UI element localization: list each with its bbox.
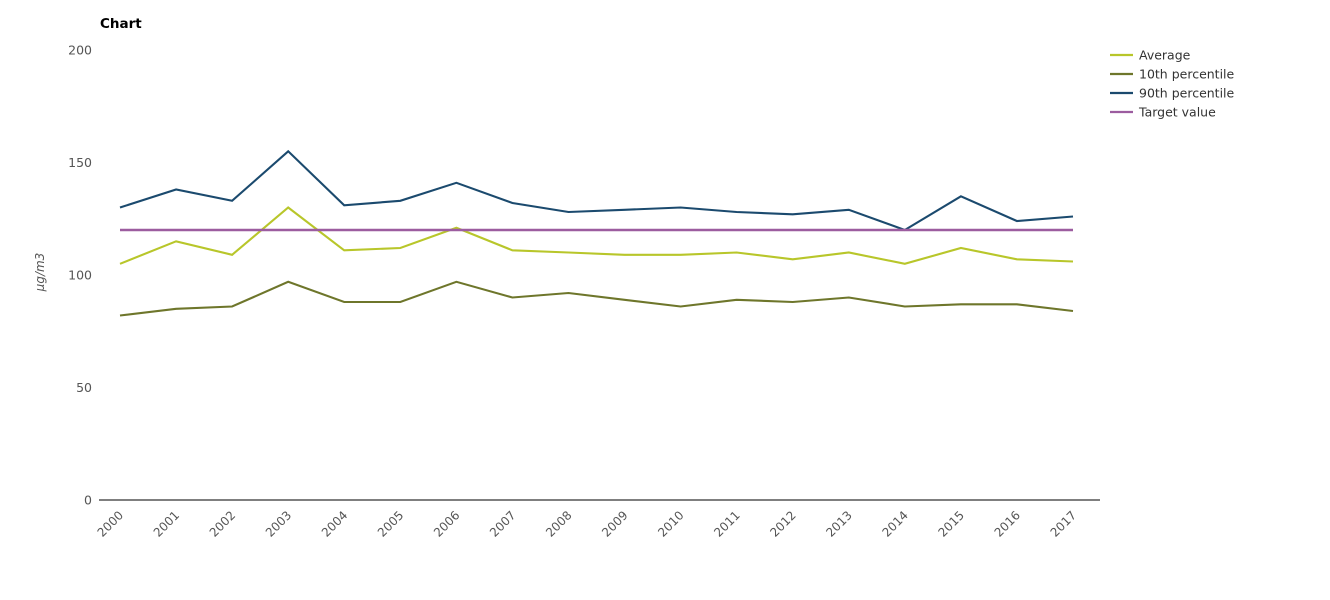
x-axis-tick-label: 2009	[599, 508, 630, 539]
y-axis-tick-label: 100	[68, 267, 92, 282]
x-axis-tick-label: 2013	[823, 508, 854, 539]
series-line-90th-percentile	[119, 149, 1074, 232]
y-axis-tick-label: 0	[84, 492, 92, 507]
x-axis-tick-label: 2008	[543, 508, 574, 539]
x-axis-tick-label: 2004	[319, 508, 350, 539]
series-line-average	[119, 206, 1074, 265]
x-axis-tick-label: 2010	[655, 508, 686, 539]
legend: Average 10th percentile 90th percentile Tar…	[1110, 47, 1235, 119]
y-axis-tick-label: 50	[76, 380, 92, 395]
x-axis-tick-label: 2003	[263, 508, 294, 539]
x-axis-tick-label: 2007	[487, 508, 518, 539]
x-axis-tick-label: 2015	[936, 508, 967, 539]
legend-item-10th-percentile[interactable]: 10th percentile	[1110, 66, 1235, 81]
legend-item-target-value[interactable]: Target value	[1110, 104, 1216, 119]
y-axis-tick-label: 150	[68, 155, 92, 170]
x-axis-tick-label: 2014	[879, 508, 910, 539]
y-axis-ticks: 0 50 100 150 200	[68, 42, 92, 507]
x-axis-labels: 2000 2001 2002 2003 2004 2005 2006 2007 2008 2009…	[95, 508, 1079, 539]
legend-label: 90th percentile	[1139, 85, 1235, 100]
legend-label: 10th percentile	[1139, 66, 1235, 81]
x-axis-tick-label: 2012	[767, 508, 798, 539]
series-line-10th-percentile	[119, 280, 1074, 317]
y-axis-title: µg/m3	[33, 253, 47, 293]
chart-title: Chart	[100, 16, 142, 32]
legend-label: Target value	[1138, 104, 1216, 119]
x-axis-tick-label: 2005	[375, 508, 406, 539]
x-axis-tick-label: 2017	[1048, 508, 1079, 539]
y-axis-tick-label: 200	[68, 42, 92, 57]
x-axis-tick-label: 2001	[151, 508, 182, 539]
x-axis-tick-label: 2000	[95, 508, 126, 539]
x-axis-tick-label: 2006	[431, 508, 462, 539]
legend-item-90th-percentile[interactable]: 90th percentile	[1110, 85, 1235, 100]
legend-item-average[interactable]: Average	[1110, 47, 1191, 62]
x-axis-tick-label: 2002	[207, 508, 238, 539]
x-axis-tick-label: 2011	[711, 508, 742, 539]
legend-label: Average	[1139, 47, 1191, 62]
x-axis-tick-label: 2016	[992, 508, 1023, 539]
